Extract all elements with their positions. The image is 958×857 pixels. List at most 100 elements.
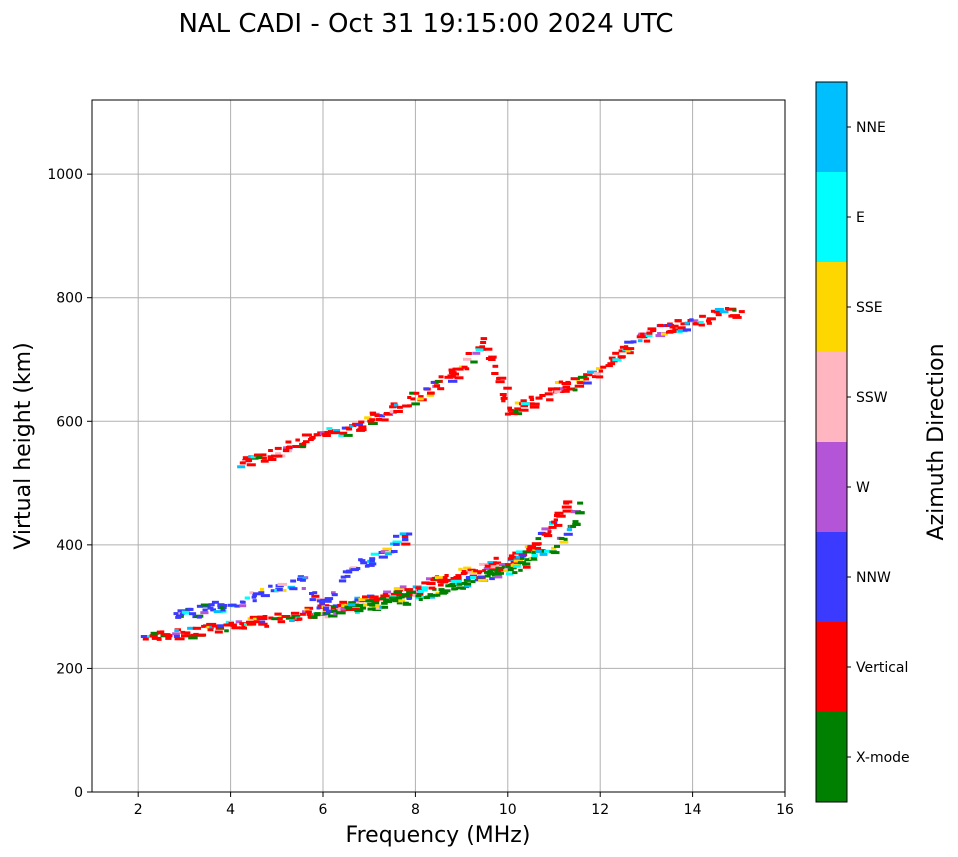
echo-mark bbox=[596, 367, 603, 371]
echo-mark bbox=[289, 619, 295, 622]
echo-mark bbox=[484, 574, 491, 578]
echo-mark bbox=[484, 564, 491, 568]
colorbar-label-ssw: SSW bbox=[856, 390, 888, 406]
echo-mark bbox=[271, 617, 280, 621]
echo-mark bbox=[577, 501, 584, 505]
echo-mark bbox=[276, 617, 283, 621]
echo-mark bbox=[670, 329, 677, 333]
echo-mark bbox=[165, 636, 172, 640]
echo-mark bbox=[498, 568, 504, 572]
echo-mark bbox=[267, 455, 274, 459]
echo-mark bbox=[292, 445, 302, 448]
echo-mark bbox=[407, 396, 412, 399]
echo-mark bbox=[667, 323, 673, 327]
echo-mark bbox=[246, 620, 255, 624]
echo-mark bbox=[150, 631, 159, 635]
echo-mark bbox=[382, 547, 392, 551]
echo-mark bbox=[448, 584, 456, 587]
echo-mark bbox=[551, 551, 560, 555]
echo-mark bbox=[541, 532, 548, 536]
echo-mark bbox=[368, 422, 378, 425]
echo-mark bbox=[554, 523, 563, 527]
echo-mark bbox=[522, 562, 527, 566]
echo-mark bbox=[355, 600, 365, 604]
echo-mark bbox=[360, 561, 368, 565]
echo-mark bbox=[600, 365, 607, 369]
echo-mark bbox=[362, 603, 370, 607]
echo-mark bbox=[174, 637, 185, 641]
echo-mark bbox=[438, 588, 445, 592]
echo-mark bbox=[302, 442, 307, 445]
echo-mark bbox=[252, 593, 257, 597]
echo-mark bbox=[396, 405, 403, 409]
echo-mark bbox=[346, 427, 353, 431]
echo-mark bbox=[719, 310, 729, 314]
plot-area: 2 4 6 8 10 12 14 16 0 200 400 600 800 1000 bbox=[47, 99, 794, 818]
echo-mark bbox=[354, 598, 362, 602]
echo-mark bbox=[375, 418, 383, 421]
echo-mark bbox=[537, 532, 545, 535]
echo-mark bbox=[463, 357, 472, 361]
echo-mark bbox=[439, 590, 449, 594]
echo-mark bbox=[684, 321, 690, 325]
echo-mark bbox=[512, 409, 519, 413]
echo-mark bbox=[646, 331, 653, 335]
echo-mark bbox=[559, 540, 569, 544]
echo-mark bbox=[543, 534, 553, 538]
echo-mark bbox=[501, 569, 508, 573]
echo-mark bbox=[415, 594, 422, 598]
echo-mark bbox=[495, 380, 505, 384]
echo-mark bbox=[519, 554, 527, 558]
echo-mark bbox=[396, 599, 405, 603]
echo-mark bbox=[246, 622, 257, 626]
echo-mark bbox=[365, 599, 374, 603]
echo-mark bbox=[383, 590, 391, 594]
echo-mark bbox=[277, 620, 286, 624]
echo-mark bbox=[348, 601, 356, 605]
y-tick-label: 200 bbox=[56, 661, 83, 677]
echo-mark bbox=[239, 600, 245, 604]
echo-mark bbox=[241, 626, 247, 630]
echo-mark bbox=[274, 446, 282, 450]
echo-mark bbox=[407, 404, 412, 408]
echo-mark bbox=[518, 568, 523, 572]
echo-mark bbox=[435, 591, 442, 595]
echo-mark bbox=[326, 427, 333, 431]
echo-mark bbox=[480, 337, 488, 341]
echo-mark bbox=[549, 522, 554, 526]
echo-mark bbox=[655, 334, 666, 338]
echo-mark bbox=[697, 320, 704, 324]
echo-mark bbox=[305, 610, 312, 614]
x-tick-label: 4 bbox=[226, 802, 235, 818]
echo-mark bbox=[268, 584, 273, 588]
echo-mark bbox=[507, 406, 512, 410]
echo-mark bbox=[346, 606, 353, 610]
echo-mark bbox=[492, 364, 499, 368]
echo-mark bbox=[340, 607, 346, 611]
echo-mark bbox=[715, 313, 722, 317]
echo-mark bbox=[658, 323, 664, 327]
echo-mark bbox=[324, 597, 334, 601]
echo-mark bbox=[324, 615, 330, 619]
echo-mark bbox=[458, 567, 463, 571]
echo-mark bbox=[202, 608, 208, 612]
echo-mark bbox=[437, 583, 444, 587]
echo-mark bbox=[518, 408, 529, 412]
echo-mark bbox=[173, 612, 181, 616]
echo-mark bbox=[260, 594, 270, 598]
echo-mark bbox=[369, 557, 376, 561]
echo-mark bbox=[210, 608, 216, 612]
echo-mark bbox=[406, 597, 412, 600]
echo-mark bbox=[427, 391, 434, 395]
echo-mark bbox=[306, 612, 312, 616]
echo-mark bbox=[554, 514, 560, 517]
echo-mark bbox=[313, 433, 322, 437]
echo-mark bbox=[612, 358, 622, 362]
echo-mark bbox=[189, 612, 197, 616]
echo-mark bbox=[483, 347, 493, 351]
echo-mark bbox=[539, 552, 548, 556]
echo-mark bbox=[522, 565, 531, 569]
echo-mark bbox=[488, 355, 497, 359]
echo-mark bbox=[393, 534, 400, 538]
echo-mark bbox=[464, 367, 470, 371]
